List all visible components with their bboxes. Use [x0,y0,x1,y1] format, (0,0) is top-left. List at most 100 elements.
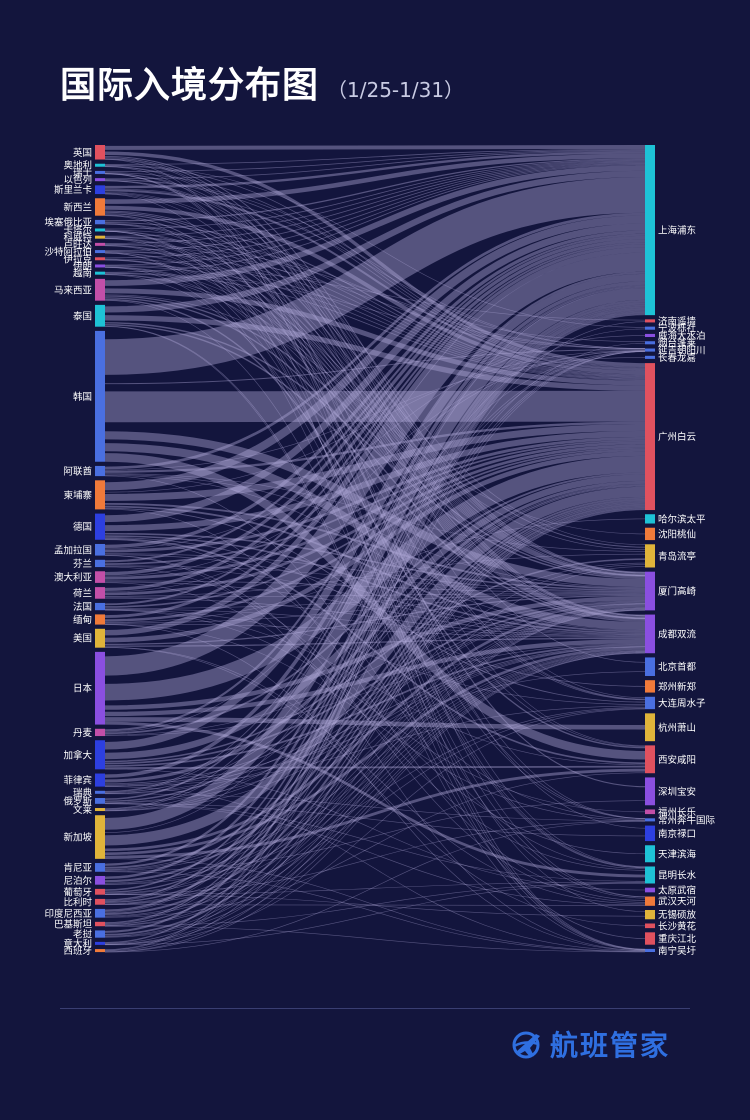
source-node-label: 芬兰 [73,558,92,570]
sankey-link [104,160,646,237]
source-node-label: 泰国 [73,310,92,322]
sankey-link [104,646,646,794]
sankey-link [104,484,646,802]
sankey-link [104,236,646,349]
sankey-link [104,705,646,787]
source-node-label: 瑞士 [73,167,93,179]
source-node-label: 伊朗 [73,260,92,272]
sankey-link [104,496,646,869]
sankey-link [104,486,646,846]
sankey-link [104,247,646,636]
sankey-link [104,650,646,895]
sankey-link [104,173,646,897]
source-node-label: 科威特 [63,232,92,244]
target-node [645,326,655,330]
sankey-link [104,252,646,619]
source-node [95,145,105,160]
sankey-link [104,231,646,868]
sankey-link [104,151,646,189]
sankey-link [104,193,646,747]
sankey-link [104,646,646,905]
target-node-label: 长沙黄花 [658,920,697,932]
target-node-label: 济南遥墙 [658,315,697,327]
sankey-link [104,252,646,868]
source-node-label: 意大利 [63,938,92,950]
target-node [645,145,655,316]
sankey-link [104,555,646,903]
target-node [645,527,655,541]
sankey-link [104,350,646,577]
target-node [645,514,655,524]
sankey-link [104,210,646,548]
sankey-link [104,894,646,917]
page-title: 国际入境分布图 [60,65,320,106]
target-node [645,825,655,842]
sankey-link [104,564,646,870]
sankey-link [104,474,646,588]
source-node-label: 瑞典 [73,787,93,799]
source-node [95,587,105,599]
target-node [645,910,655,920]
target-node [645,544,655,568]
sankey-link [104,623,646,638]
sankey-link [104,566,646,636]
sankey-link [104,213,646,618]
target-node-label: 南宁吴圩 [658,945,697,957]
sankey-link [104,441,646,580]
sankey-link [104,161,646,244]
target-node-label: 福州长乐 [658,806,697,818]
source-node-label: 奥地利 [63,160,92,172]
source-node-label: 加拿大 [63,749,92,761]
sankey-link [104,300,646,899]
sankey-link [104,652,646,938]
sankey-link [104,351,646,951]
sankey-link [104,297,646,621]
sankey-link [104,180,646,574]
sankey-link [104,717,646,730]
target-node [645,818,655,822]
sankey-link [104,447,646,608]
sankey-link [104,505,646,925]
source-node-label: 德国 [73,521,92,533]
sankey-link [104,251,646,379]
target-node [645,713,655,742]
sankey-link [104,483,646,794]
sankey-link [104,566,646,855]
sankey-link [104,604,646,852]
source-node [95,480,105,510]
sankey-link [104,351,646,902]
sankey-link [104,565,646,593]
source-node [95,559,105,568]
sankey-link [104,508,646,901]
target-node-label: 延吉朝阳川 [658,345,706,357]
sankey-link [104,328,646,793]
source-node-label: 沙特阿拉伯 [44,246,92,258]
source-node [95,543,105,556]
sankey-link [104,165,646,286]
sankey-link [104,606,646,871]
target-node-label: 北京首都 [658,661,697,673]
sankey-link [104,265,646,321]
source-node [95,264,105,268]
sankey-link [104,431,646,588]
sankey-link [104,502,646,904]
sankey-link [104,192,646,617]
source-node [95,728,105,737]
sankey-link [104,243,646,342]
source-node [95,898,105,905]
sankey-link [104,310,646,924]
sankey-link [104,505,646,633]
sankey-link [104,230,646,576]
target-node-label: 太原武宿 [658,885,696,897]
sankey-link [104,211,646,575]
plane-globe-icon [512,1031,540,1059]
sankey-link [104,593,646,609]
sankey-link [104,170,646,313]
source-node-label: 埃塞俄比亚 [44,217,92,229]
sankey-link [104,157,646,616]
sankey-link [104,165,646,368]
sankey-link [104,311,646,933]
sankey-link [104,351,646,924]
sankey-link [104,288,646,830]
